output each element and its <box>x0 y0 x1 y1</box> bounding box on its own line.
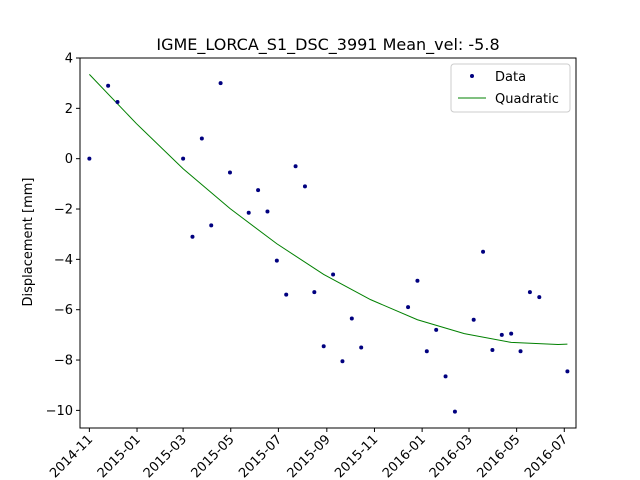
data-point <box>452 409 457 414</box>
data-point <box>406 305 411 310</box>
y-tick-label: −6 <box>54 303 73 318</box>
data-point <box>302 184 307 189</box>
data-point <box>87 156 92 161</box>
data-point <box>265 209 270 214</box>
data-point <box>256 188 261 193</box>
data-point <box>115 100 120 105</box>
data-point <box>340 359 345 364</box>
data-point <box>481 249 486 254</box>
y-tick-label: −8 <box>54 354 73 369</box>
data-point <box>227 170 232 175</box>
data-point <box>274 258 279 263</box>
y-axis-label: Displacement [mm] <box>21 178 36 307</box>
x-tick-label: 2016-01 <box>380 432 429 480</box>
x-tick-label: 2014-11 <box>47 432 96 480</box>
data-point <box>527 290 532 295</box>
data-point <box>312 290 317 295</box>
legend-data-marker <box>470 74 474 78</box>
data-series <box>87 81 570 414</box>
data-point <box>349 316 354 321</box>
data-point <box>218 81 223 86</box>
legend-data-label: Data <box>495 70 526 85</box>
x-tick-label: 2016-05 <box>474 432 523 480</box>
data-point <box>509 331 514 336</box>
data-point <box>181 156 186 161</box>
x-tick-label: 2015-05 <box>189 432 238 480</box>
quadratic-curve <box>89 74 568 345</box>
data-point <box>190 234 195 239</box>
y-tick-label: −2 <box>54 203 73 218</box>
data-point <box>359 345 364 350</box>
data-point <box>209 223 214 228</box>
x-tick-label: 2016-07 <box>522 432 571 480</box>
y-tick-label: 0 <box>65 152 73 167</box>
data-point <box>199 136 204 141</box>
data-point <box>331 272 336 277</box>
data-point <box>518 349 523 354</box>
data-point <box>321 344 326 349</box>
plot-area <box>79 57 577 429</box>
x-tick-label: 2015-11 <box>332 432 381 480</box>
data-point <box>106 83 111 88</box>
data-point <box>246 210 251 215</box>
x-tick-label: 2015-09 <box>285 432 334 480</box>
x-tick-label: 2015-07 <box>236 432 285 480</box>
quadratic-series <box>89 74 568 345</box>
data-point <box>434 327 439 332</box>
data-point <box>490 347 495 352</box>
data-point <box>537 295 542 300</box>
legend-quadratic-label: Quadratic <box>495 92 559 107</box>
data-point <box>565 369 570 374</box>
data-point <box>443 374 448 379</box>
y-tick-label: −10 <box>46 404 73 419</box>
data-point <box>424 349 429 354</box>
y-tick-label: 4 <box>65 52 73 67</box>
y-axis: 4 2 0 −2 −4 −6 −8 −10 <box>46 52 80 419</box>
x-tick-label: 2015-01 <box>95 432 144 480</box>
y-tick-label: 2 <box>65 102 73 117</box>
chart-title: IGME_LORCA_S1_DSC_3991 Mean_vel: -5.8 <box>156 35 499 55</box>
legend-box <box>450 63 571 113</box>
x-tick-label: 2016-03 <box>427 432 476 480</box>
legend: Data Quadratic <box>450 63 571 113</box>
x-tick-label: 2015-03 <box>141 432 190 480</box>
data-point <box>499 332 504 337</box>
data-point <box>471 317 476 322</box>
data-point <box>284 292 289 297</box>
data-point <box>415 278 420 283</box>
data-point <box>293 164 298 169</box>
y-tick-label: −4 <box>54 253 73 268</box>
